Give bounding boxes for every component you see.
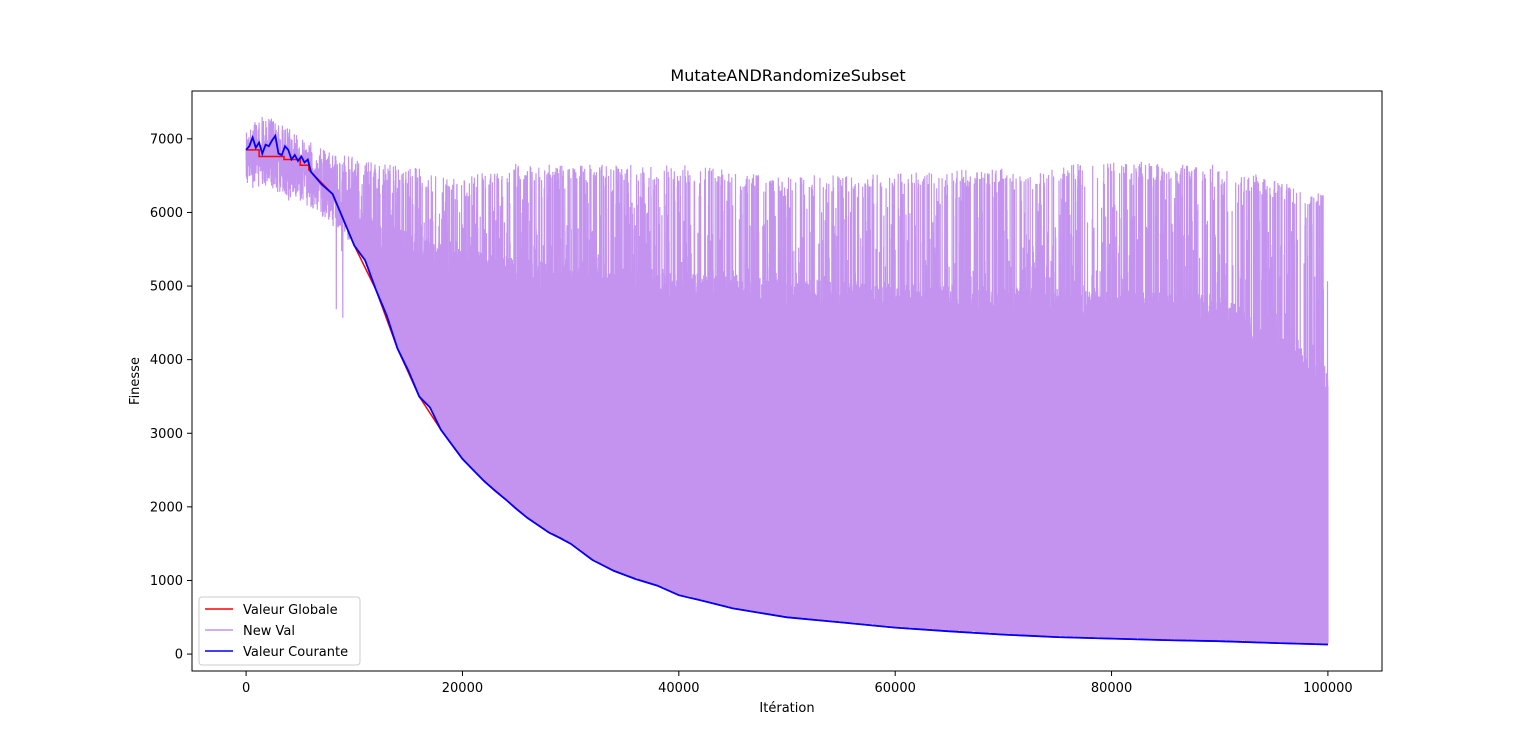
legend-label-new-val: New Val xyxy=(243,624,295,639)
legend: Valeur Globale New Val Valeur Courante xyxy=(198,596,361,666)
x-tick-label: 40000 xyxy=(658,681,699,696)
y-tick-label: 6000 xyxy=(150,206,183,221)
chart-title: MutateANDRandomizeSubset xyxy=(670,66,905,85)
y-tick-label: 1000 xyxy=(150,574,183,589)
plot-frame xyxy=(191,90,1383,672)
y-axis-label: Finesse xyxy=(128,357,143,405)
x-tick-label: 0 xyxy=(242,681,250,696)
y-tick-label: 7000 xyxy=(150,132,183,147)
x-axis-label: Itération xyxy=(759,701,814,716)
legend-label-valeur-courante: Valeur Courante xyxy=(243,645,348,660)
x-tick-label: 60000 xyxy=(875,681,916,696)
y-tick-label: 2000 xyxy=(150,500,183,515)
y-tick-label: 0 xyxy=(175,648,183,663)
x-tick-label: 20000 xyxy=(442,681,483,696)
y-tick-label: 3000 xyxy=(150,427,183,442)
x-tick-label: 80000 xyxy=(1091,681,1132,696)
series-line-new-val xyxy=(245,116,1329,645)
legend-label-valeur-globale: Valeur Globale xyxy=(243,603,338,618)
series-line-valeur-courante xyxy=(245,133,1328,646)
y-tick-label: 4000 xyxy=(150,353,183,368)
legend-box xyxy=(198,596,361,666)
y-tick-label: 5000 xyxy=(150,280,183,295)
x-tick-label: 100000 xyxy=(1303,681,1353,696)
